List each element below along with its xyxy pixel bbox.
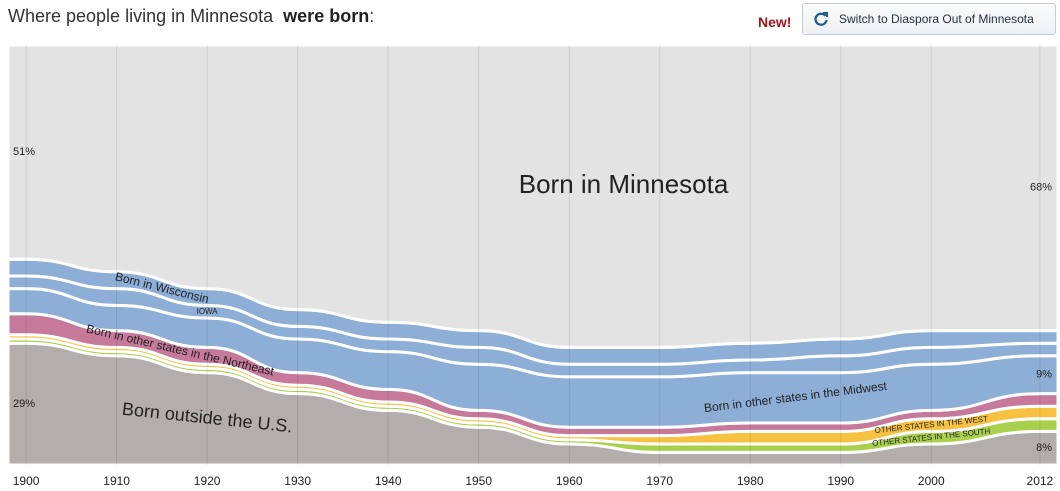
- title: Where people living in Minnesota were bo…: [8, 6, 374, 27]
- value-label: 29%: [13, 398, 35, 410]
- value-label: 8%: [1036, 442, 1052, 454]
- x-tick-label: 1950: [465, 474, 492, 488]
- series-label: IOWA: [197, 307, 219, 316]
- x-tick-label: 1920: [194, 474, 221, 488]
- switch-button[interactable]: Switch to Diaspora Out of Minnesota: [802, 3, 1056, 35]
- x-tick-label: 2012: [1027, 474, 1054, 488]
- title-text: Where people living in Minnesota: [8, 6, 274, 26]
- refresh-icon: [814, 12, 828, 26]
- button-label: Switch to Diaspora Out of Minnesota: [839, 12, 1034, 26]
- series-label: Born in Minnesota: [519, 169, 729, 199]
- title-bold: were born: [283, 6, 370, 26]
- value-label: 9%: [1036, 369, 1052, 381]
- x-tick-label: 1960: [556, 474, 583, 488]
- title-suffix: :: [369, 6, 375, 26]
- x-tick-label: 1930: [284, 474, 311, 488]
- x-tick-label: 1970: [646, 474, 673, 488]
- new-badge: New!: [758, 14, 792, 30]
- x-tick-label: 1940: [375, 474, 402, 488]
- x-tick-label: 1910: [103, 474, 130, 488]
- x-tick-label: 1990: [827, 474, 854, 488]
- x-tick-label: 1980: [737, 474, 764, 488]
- x-tick-label: 1900: [13, 474, 40, 488]
- area: [6, 43, 1060, 349]
- value-label: 51%: [13, 146, 35, 158]
- x-tick-label: 2000: [918, 474, 945, 488]
- value-label: 68%: [1030, 182, 1052, 194]
